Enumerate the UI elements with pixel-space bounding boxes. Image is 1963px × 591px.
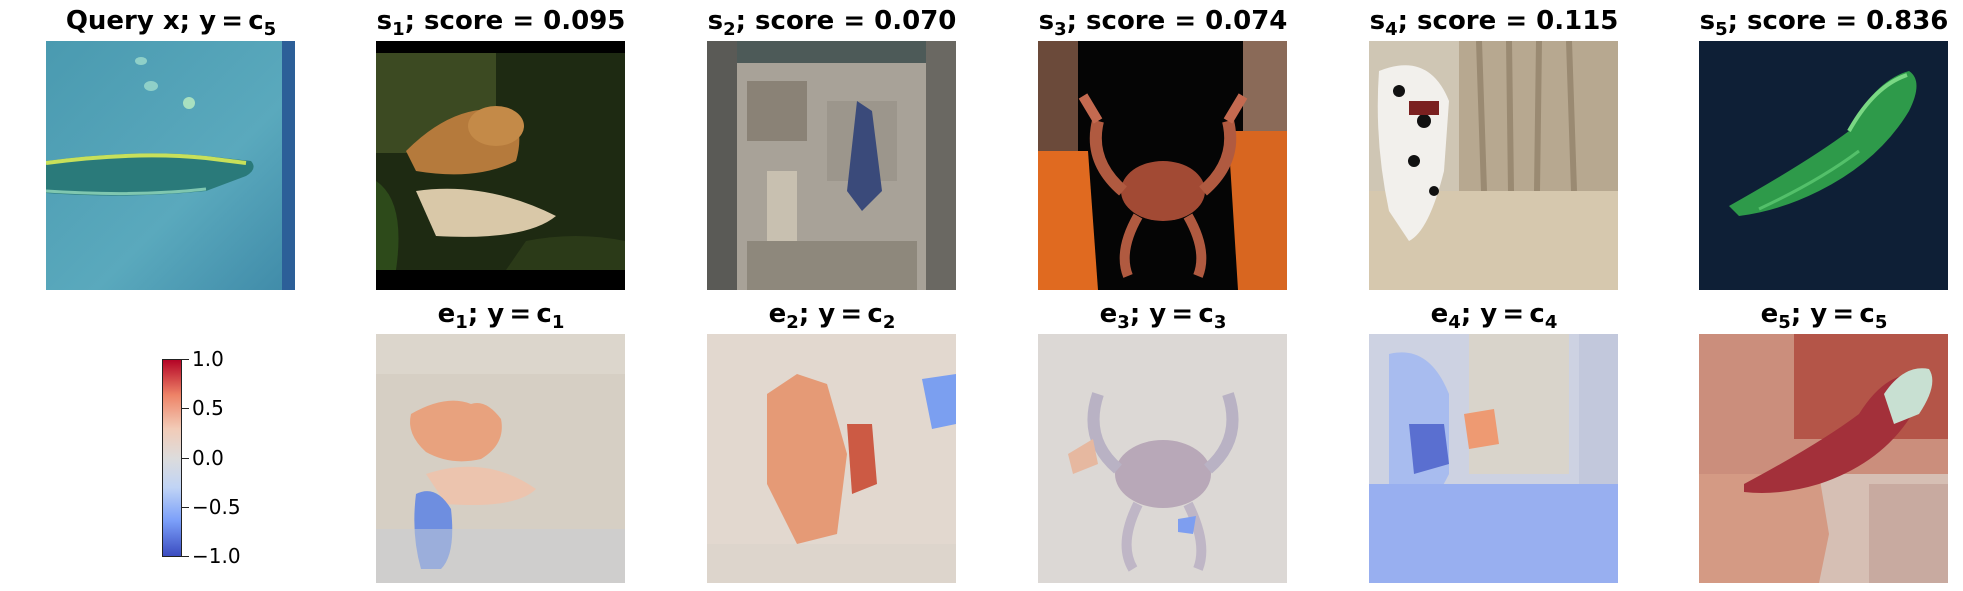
colorbar-tick-label: 0.5 <box>192 396 224 420</box>
support-4-image <box>1369 41 1618 290</box>
query-image <box>46 41 295 290</box>
colorbar-tick-label: 1.0 <box>192 347 224 371</box>
explanation-2-title: e2; y = c2 <box>768 299 896 333</box>
support-3-title: s3; score = 0.074 <box>1038 6 1288 40</box>
support-5-title: s5; score = 0.836 <box>1699 6 1949 40</box>
colorbar-tick <box>182 359 189 360</box>
colorbar-tick-label: 0.0 <box>192 446 224 470</box>
explanation-4-title: e4; y = c4 <box>1430 299 1558 333</box>
explanation-3-title: e3; y = c3 <box>1099 299 1227 333</box>
explanation-4-heatmap <box>1369 334 1618 583</box>
support-4-title: s4; score = 0.115 <box>1369 6 1619 40</box>
colorbar-tick-label: −1.0 <box>192 544 241 568</box>
support-2-image <box>707 41 956 290</box>
support-1-title: s1; score = 0.095 <box>376 6 626 40</box>
support-5-image <box>1699 41 1948 290</box>
explanation-5-title: e5; y = c5 <box>1760 299 1888 333</box>
support-1-image <box>376 41 625 290</box>
support-2-title: s2; score = 0.070 <box>707 6 957 40</box>
colorbar-tick-label: −0.5 <box>192 495 241 519</box>
colorbar-tick <box>182 507 189 508</box>
colorbar <box>162 359 182 557</box>
explanation-1-heatmap <box>376 334 625 583</box>
colorbar-tick <box>182 408 189 409</box>
explanation-5-heatmap <box>1699 334 1948 583</box>
support-3-image <box>1038 41 1287 290</box>
colorbar-tick <box>182 556 189 557</box>
explanation-1-title: e1; y = c1 <box>437 299 565 333</box>
explanation-3-heatmap <box>1038 334 1287 583</box>
colorbar-tick <box>182 458 189 459</box>
explanation-2-heatmap <box>707 334 956 583</box>
query-title: Query x; y = c5 <box>65 6 277 40</box>
